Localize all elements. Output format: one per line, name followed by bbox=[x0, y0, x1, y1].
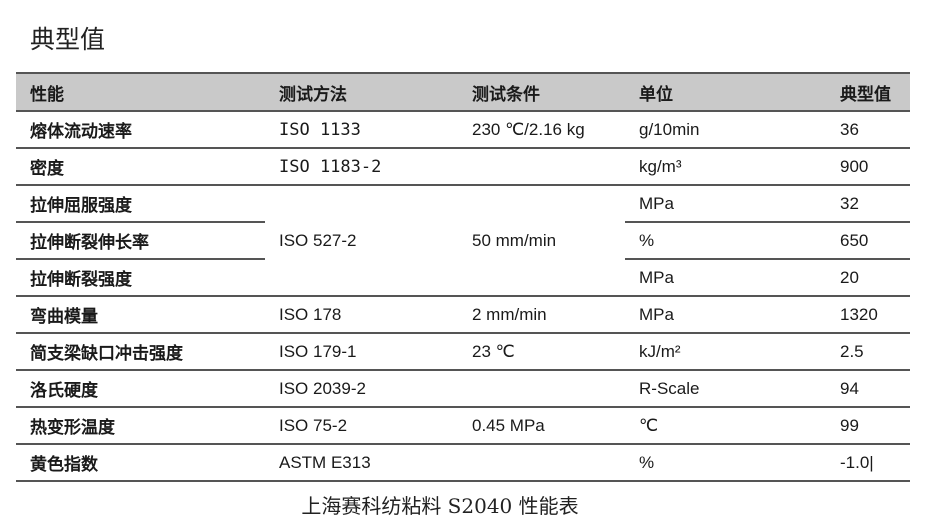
cell-value: 94 bbox=[826, 370, 910, 408]
cell-method: ISO 1183-2 bbox=[265, 148, 458, 186]
cell-unit: ℃ bbox=[625, 407, 826, 445]
cell-method: ISO 1133 bbox=[265, 111, 458, 149]
cell-property: 熔体流动速率 bbox=[16, 111, 265, 149]
table-row: 熔体流动速率 ISO 1133 230 ℃/2.16 kg g/10min 36 bbox=[16, 111, 910, 149]
cell-condition bbox=[458, 148, 625, 186]
cell-unit: kg/m³ bbox=[625, 148, 826, 186]
cell-method: ISO 2039-2 bbox=[265, 370, 458, 408]
cell-unit: % bbox=[625, 444, 826, 482]
section-title: 典型值 bbox=[30, 25, 106, 54]
cell-method: ASTM E313 bbox=[265, 444, 458, 482]
table-row: 洛氏硬度 ISO 2039-2 R-Scale 94 bbox=[16, 370, 910, 408]
table-caption: 上海赛科纺粘料 S2040 性能表 bbox=[301, 494, 579, 518]
cell-value: 900 bbox=[826, 148, 910, 186]
header-value: 典型值 bbox=[826, 72, 910, 112]
cell-unit: kJ/m² bbox=[625, 333, 826, 371]
table-row: 热变形温度 ISO 75-2 0.45 MPa ℃ 99 bbox=[16, 407, 910, 445]
properties-table: 性能 测试方法 测试条件 单位 典型值 熔体流动速率 ISO 1133 230 … bbox=[16, 72, 910, 482]
cell-value: 32 bbox=[826, 185, 910, 223]
cell-value: 99 bbox=[826, 407, 910, 445]
header-property: 性能 bbox=[16, 72, 265, 112]
cell-property: 拉伸屈服强度 bbox=[16, 185, 265, 223]
table-row: 密度 ISO 1183-2 kg/m³ 900 bbox=[16, 148, 910, 186]
cell-property: 拉伸断裂伸长率 bbox=[16, 222, 265, 260]
header-condition: 测试条件 bbox=[458, 72, 625, 112]
cell-unit: MPa bbox=[625, 185, 826, 223]
cell-value: 2.5 bbox=[826, 333, 910, 371]
cell-value: 20 bbox=[826, 259, 910, 297]
cell-condition: 2 mm/min bbox=[458, 296, 625, 334]
table-row: 弯曲模量 ISO 178 2 mm/min MPa 1320 bbox=[16, 296, 910, 334]
cell-method: ISO 527-2 bbox=[265, 185, 458, 297]
table-row: 拉伸断裂强度 MPa 20 bbox=[16, 259, 910, 297]
cell-value: 1320 bbox=[826, 296, 910, 334]
table-row: 黄色指数 ASTM E313 % -1.0| bbox=[16, 444, 910, 482]
cell-value: -1.0| bbox=[826, 444, 910, 482]
cell-property: 黄色指数 bbox=[16, 444, 265, 482]
cell-condition bbox=[458, 370, 625, 408]
table-row: 简支梁缺口冲击强度 ISO 179-1 23 ℃ kJ/m² 2.5 bbox=[16, 333, 910, 371]
cell-unit: MPa bbox=[625, 296, 826, 334]
cell-method: ISO 75-2 bbox=[265, 407, 458, 445]
cell-property: 洛氏硬度 bbox=[16, 370, 265, 408]
cell-unit: MPa bbox=[625, 259, 826, 297]
table-row: 拉伸断裂伸长率 % 650 bbox=[16, 222, 910, 260]
cell-condition: 23 ℃ bbox=[458, 333, 625, 371]
cell-property: 简支梁缺口冲击强度 bbox=[16, 333, 265, 371]
table-row: 拉伸屈服强度 ISO 527-2 50 mm/min MPa 32 bbox=[16, 185, 910, 297]
cell-condition: 230 ℃/2.16 kg bbox=[458, 111, 625, 149]
cell-property: 密度 bbox=[16, 148, 265, 186]
cell-condition: 50 mm/min bbox=[458, 185, 625, 297]
cell-condition bbox=[458, 444, 625, 482]
header-unit: 单位 bbox=[625, 72, 826, 112]
header-method: 测试方法 bbox=[265, 72, 458, 112]
cell-condition: 0.45 MPa bbox=[458, 407, 625, 445]
cell-value: 650 bbox=[826, 222, 910, 260]
cell-property: 热变形温度 bbox=[16, 407, 265, 445]
table-header-row: 性能 测试方法 测试条件 单位 典型值 bbox=[16, 72, 910, 112]
cell-method: ISO 179-1 bbox=[265, 333, 458, 371]
cell-unit: R-Scale bbox=[625, 370, 826, 408]
cell-unit: % bbox=[625, 222, 826, 260]
cell-method: ISO 178 bbox=[265, 296, 458, 334]
cell-unit: g/10min bbox=[625, 111, 826, 149]
cell-property: 弯曲模量 bbox=[16, 296, 265, 334]
cell-property: 拉伸断裂强度 bbox=[16, 259, 265, 297]
cell-value: 36 bbox=[826, 111, 910, 149]
